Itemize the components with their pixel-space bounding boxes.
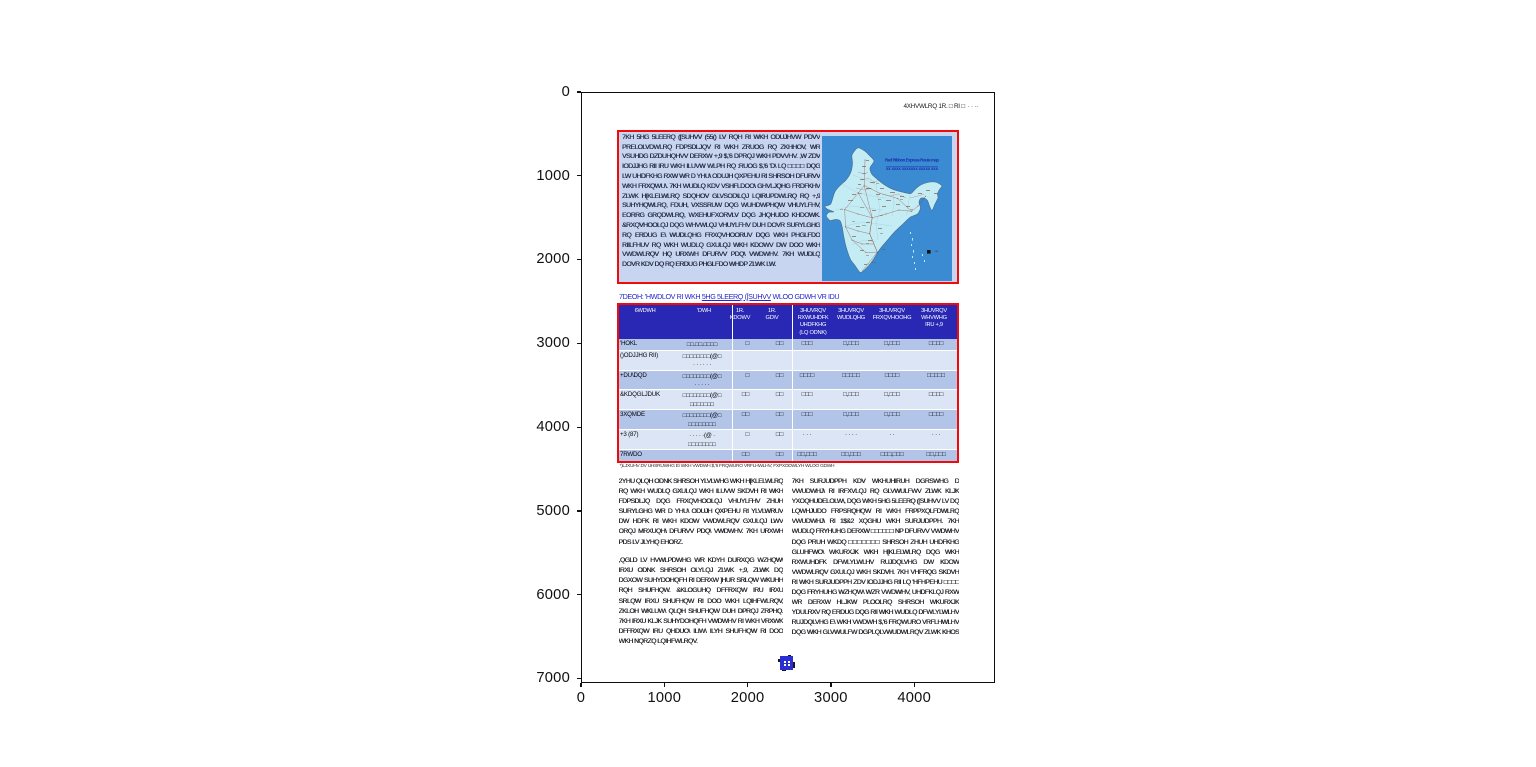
svg-text:xxx: xxx [852,221,855,223]
svg-text:xxx: xxx [876,183,879,185]
svg-text:xx xxxx xxxxxxx xxxxx xxx: xx xxxx xxxxxxx xxxxx xxx [886,166,939,171]
svg-text:xxx: xxx [935,250,939,253]
svg-text:xxx: xxx [900,199,903,201]
svg-text:xxx: xxx [878,199,881,201]
svg-text:xxxx: xxxx [858,193,862,195]
svg-text:xxxx: xxxx [862,225,866,227]
svg-text:xxxx: xxxx [862,173,866,175]
svg-text:xxx: xxx [882,249,885,251]
svg-text:xxx: xxx [910,209,913,211]
svg-text:xxx: xxx [880,215,883,217]
svg-text:xxx: xxx [866,243,869,245]
svg-text:xxx: xxx [880,233,883,235]
svg-text:xxxx: xxxx [860,207,864,209]
svg-text:Red Ribbon Express Route map: Red Ribbon Express Route map [885,157,939,162]
svg-text:xxx: xxx [840,209,843,211]
svg-text:xxx: xxx [866,255,869,257]
